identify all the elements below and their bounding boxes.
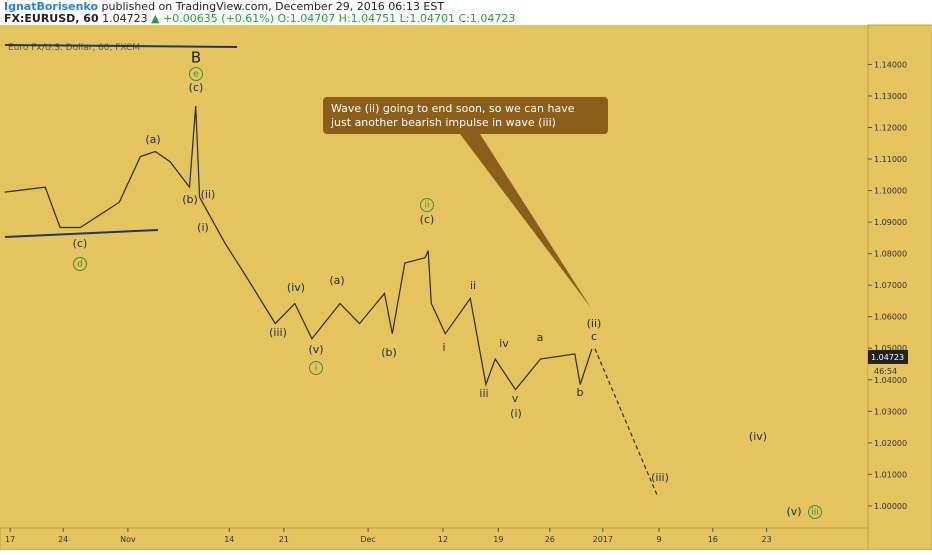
change: ▲ +0.00635 (+0.61%) xyxy=(151,12,274,25)
wave-label: c xyxy=(591,330,597,343)
symbol: FX:EURUSD, 60 xyxy=(4,12,99,25)
header-bg xyxy=(0,0,932,25)
symbol-line: FX:EURUSD, 60 1.04723 ▲ +0.00635 (+0.61%… xyxy=(4,12,515,25)
wave-label: (v) xyxy=(308,343,323,356)
y-tick-label: 1.12000 xyxy=(874,123,907,132)
wave-label: (ii) xyxy=(201,188,216,201)
wave-label: (c) xyxy=(73,237,88,250)
wave-label: (iv) xyxy=(749,430,767,443)
countdown-bg xyxy=(868,363,908,377)
wave-label: v xyxy=(512,392,519,405)
wave-label: d xyxy=(77,260,83,270)
y-tick-label: 1.14000 xyxy=(874,60,907,69)
x-tick-label: 24 xyxy=(58,535,68,544)
wave-label: iii xyxy=(479,387,488,400)
wave-label: (v) xyxy=(786,505,801,518)
x-tick-label: Nov xyxy=(120,535,136,544)
callout-box xyxy=(323,97,608,134)
wave-label: (i) xyxy=(510,407,522,420)
wave-circle xyxy=(73,257,87,271)
wave-label: (c) xyxy=(420,213,435,226)
y-tick-label: 1.09000 xyxy=(874,218,907,227)
wave-circle xyxy=(309,361,323,375)
y-tick-label: 1.00000 xyxy=(874,502,907,511)
x-tick-label: Dec xyxy=(360,535,375,544)
y-tick-label: 1.10000 xyxy=(874,187,907,196)
x-tick-label: 19 xyxy=(493,535,503,544)
wave-label: (iii) xyxy=(269,326,287,339)
price-tag xyxy=(868,349,908,364)
wave-circle xyxy=(420,198,434,212)
author: IgnatBorisenko xyxy=(4,0,98,13)
wave-label: ii xyxy=(424,201,429,211)
x-tick-label: 21 xyxy=(279,535,289,544)
wave-label: (b) xyxy=(182,193,198,206)
last: 1.04723 xyxy=(102,12,148,25)
wave-label: (i) xyxy=(197,221,209,234)
callout-text: Wave (ii) going to end soon, so we can h… xyxy=(331,102,575,115)
price-line xyxy=(4,105,593,391)
wave-label: ii xyxy=(470,279,476,292)
wave-label: (b) xyxy=(381,346,397,359)
y-tick-label: 1.06000 xyxy=(874,313,907,322)
wave-label: B xyxy=(191,49,201,67)
header-line: IgnatBorisenko published on TradingView.… xyxy=(4,0,444,13)
wave-label: (c) xyxy=(189,81,204,94)
y-tick-label: 1.05000 xyxy=(874,344,907,353)
x-tick-label: 26 xyxy=(545,535,555,544)
callout-text: just another bearish impulse in wave (ii… xyxy=(330,116,556,129)
wave-circle xyxy=(808,505,822,519)
published: published on TradingView.com, December 2… xyxy=(102,0,445,13)
y-axis-bg xyxy=(867,24,932,551)
wave-label: (a) xyxy=(329,274,344,287)
y-tick-label: 1.01000 xyxy=(874,470,907,479)
x-tick-label: 9 xyxy=(656,535,661,544)
x-tick-label: 12 xyxy=(438,535,448,544)
wave-label: (a) xyxy=(145,133,160,146)
wave-label: b xyxy=(577,386,584,399)
wave-label: iii xyxy=(811,508,819,518)
trend-line xyxy=(4,229,159,238)
wave-label: i xyxy=(315,364,318,374)
wave-label: a xyxy=(537,331,544,344)
ohlc: O:1.04707 H:1.04751 L:1.04701 C:1.04723 xyxy=(278,12,516,25)
countdown: 46:54 xyxy=(874,367,897,376)
y-tick-label: 1.04000 xyxy=(874,376,907,385)
wave-circle xyxy=(189,67,203,81)
price-tag-label: 1.04723 xyxy=(871,353,904,362)
wave-label: i xyxy=(442,341,445,354)
trend-line xyxy=(4,44,238,48)
wave-label: iv xyxy=(499,337,509,350)
chart-title: Euro Fx/U.S. Dollar, 60, FXCM xyxy=(8,43,140,53)
y-tick-label: 1.02000 xyxy=(874,439,907,448)
wave-label: (iii) xyxy=(651,471,669,484)
y-tick-label: 1.08000 xyxy=(874,250,907,259)
x-tick-label: 16 xyxy=(708,535,718,544)
y-tick-label: 1.11000 xyxy=(874,155,907,164)
x-tick-label: 2017 xyxy=(593,535,613,544)
y-tick-label: 1.13000 xyxy=(874,92,907,101)
price-line xyxy=(594,348,658,497)
x-tick-label: 14 xyxy=(224,535,234,544)
wave-label: e xyxy=(193,70,199,80)
wave-label: (ii) xyxy=(587,317,602,330)
wave-label: (iv) xyxy=(287,281,305,294)
x-tick-label: 23 xyxy=(762,535,772,544)
y-tick-label: 1.03000 xyxy=(874,407,907,416)
y-tick-label: 1.07000 xyxy=(874,281,907,290)
callout-pointer xyxy=(460,134,591,308)
x-tick-label: 17 xyxy=(5,535,15,544)
